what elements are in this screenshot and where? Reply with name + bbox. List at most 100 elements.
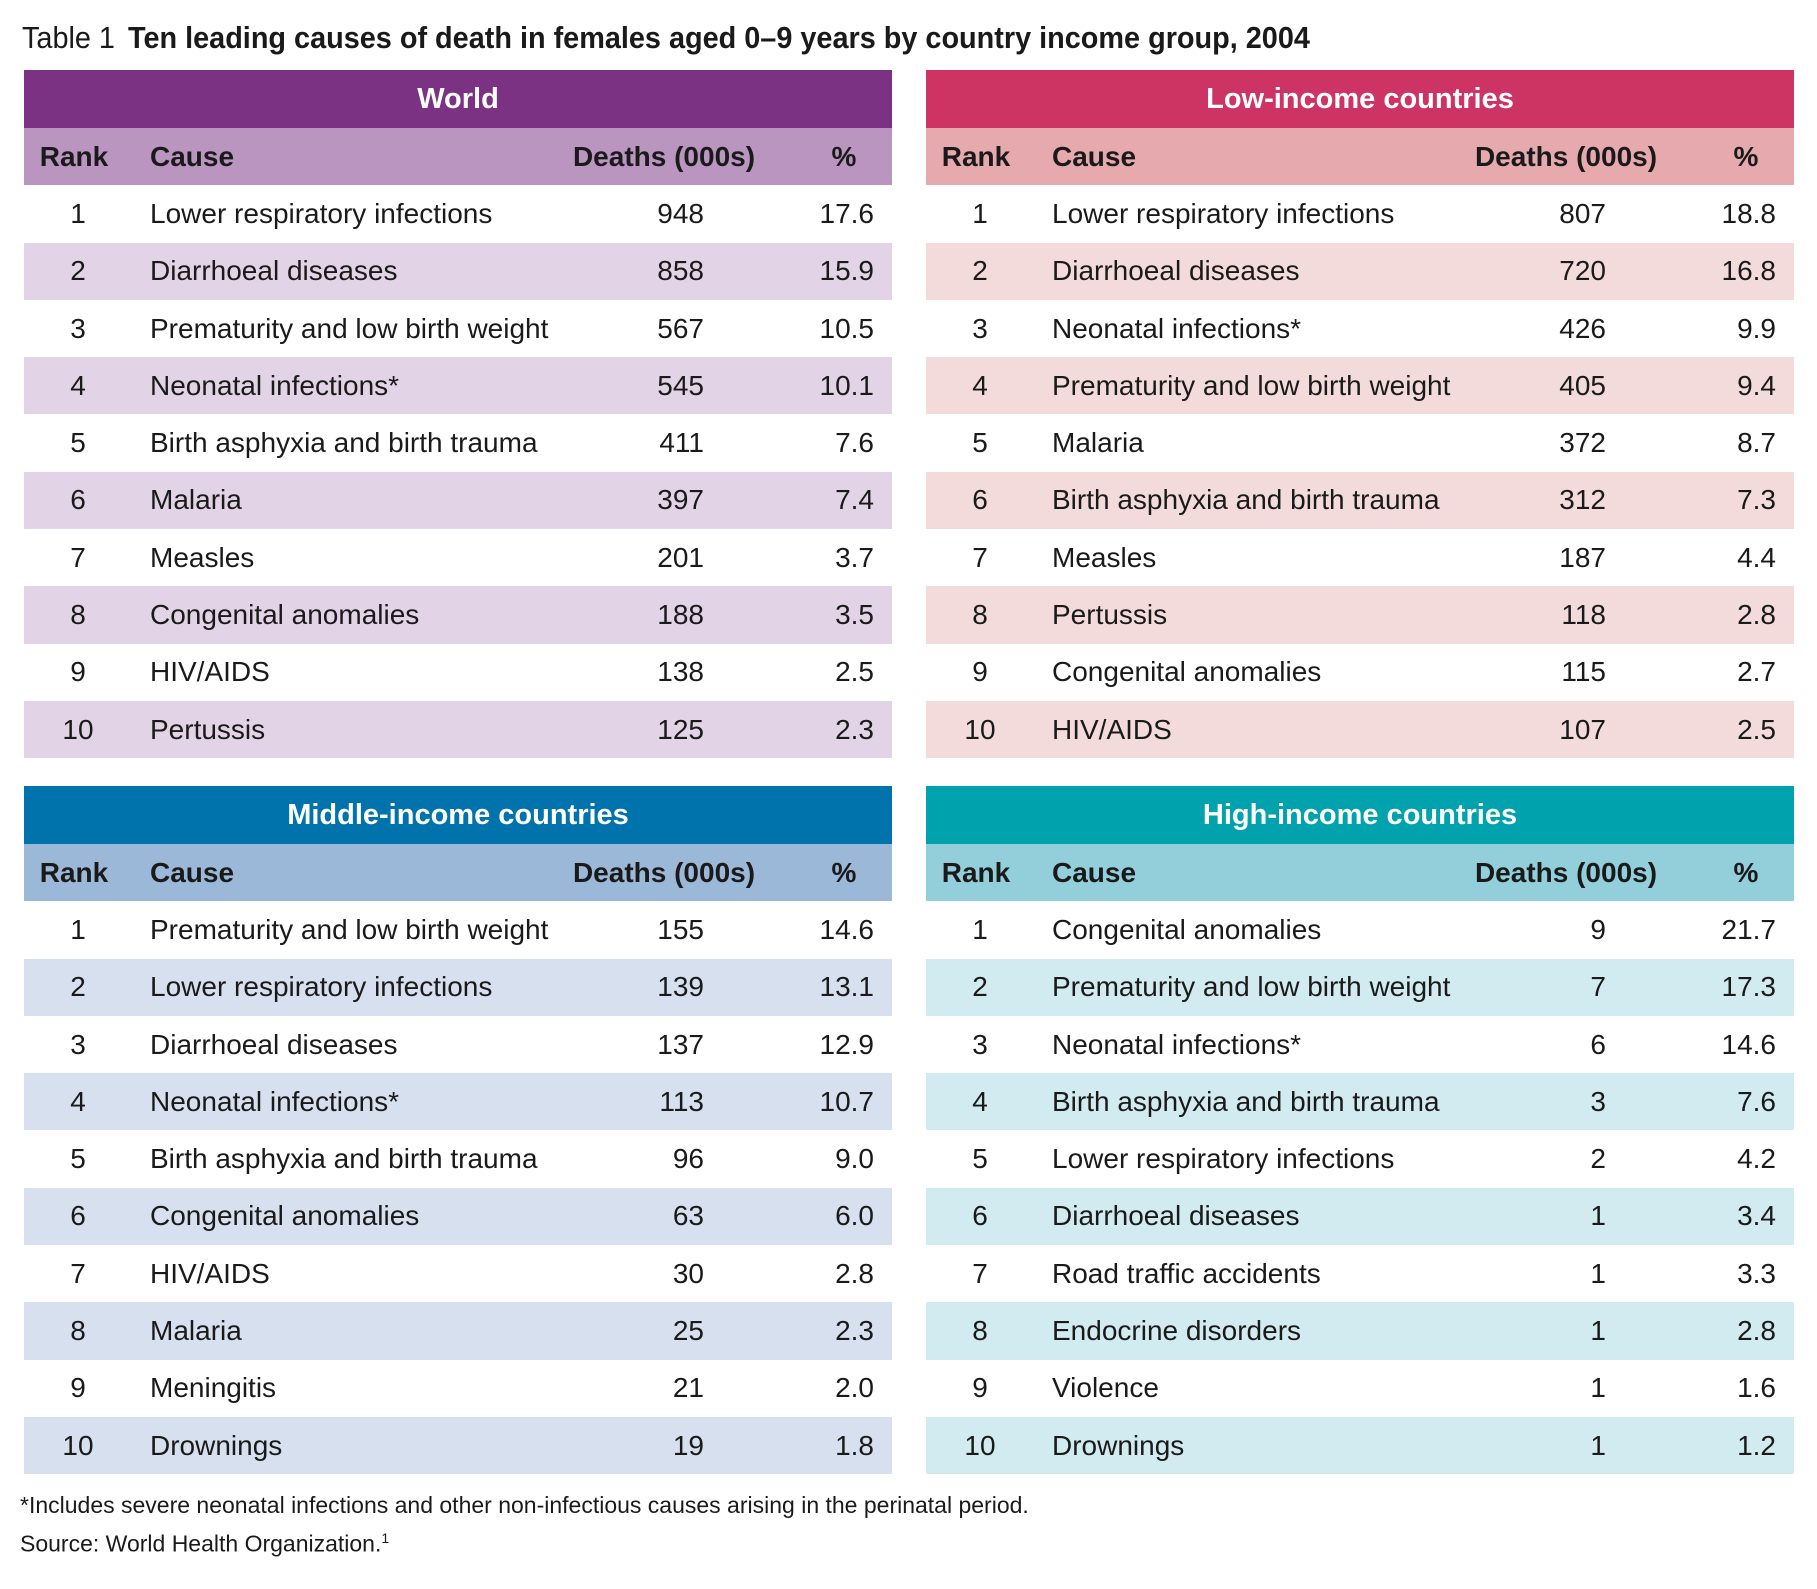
cell-cause: Neonatal infections* (150, 1085, 400, 1117)
panel-heading: Low-income countries (926, 70, 1794, 128)
table-row: 9 Congenital anomalies 115 2.7 (926, 644, 1794, 701)
cell-deaths: 188 (657, 599, 704, 631)
cell-cause: Neonatal infections* (1052, 1028, 1302, 1060)
cell-cause: Neonatal infections* (1052, 312, 1302, 344)
table-row: 4 Prematurity and low birth weight 405 9.4 (926, 357, 1794, 415)
table-row: 6 Malaria 397 7.4 (24, 471, 892, 530)
cell-pct: 7.6 (835, 427, 874, 459)
cell-rank: 9 (70, 656, 86, 688)
table-row: 5 Malaria 372 8.7 (926, 414, 1794, 471)
cell-rank: 10 (62, 713, 94, 745)
table-row: 2 Lower respiratory infections 139 13.1 (24, 958, 892, 1016)
cell-rank: 6 (972, 1200, 988, 1232)
cell-pct: 2.3 (835, 713, 874, 745)
cell-cause: Violence (1052, 1372, 1159, 1404)
cell-deaths: 948 (657, 197, 704, 229)
cell-cause: Lower respiratory infections (1052, 1143, 1395, 1175)
table-row: 5 Birth asphyxia and birth trauma 411 7.6 (24, 414, 892, 471)
table-row: 10 Pertussis 125 2.3 (24, 700, 892, 759)
cell-pct: 2.0 (835, 1372, 874, 1404)
cell-pct: 7.4 (835, 484, 874, 516)
cell-pct: 10.1 (819, 369, 875, 401)
cell-deaths: 30 (672, 1257, 704, 1289)
cell-pct: 1.6 (1737, 1372, 1776, 1404)
table-row: 7 Measles 201 3.7 (24, 529, 892, 586)
cell-cause: Prematurity and low birth weight (1052, 369, 1451, 401)
table-row: 3 Prematurity and low birth weight 567 10.5 (24, 300, 892, 357)
column-header-pct: % (1733, 140, 1759, 172)
cell-cause: Neonatal infections* (150, 369, 400, 401)
column-header-cause: Cause (150, 140, 235, 172)
cell-pct: 14.6 (819, 913, 875, 945)
table-row: 3 Neonatal infections* 6 14.6 (926, 1016, 1794, 1073)
cell-rank: 10 (62, 1429, 94, 1461)
cell-pct: 4.4 (1737, 541, 1776, 573)
cell-cause: Diarrhoeal diseases (1052, 255, 1300, 287)
cell-rank: 5 (70, 427, 86, 459)
cell-rank: 3 (972, 312, 988, 344)
table-row: 5 Birth asphyxia and birth trauma 96 9.0 (24, 1130, 892, 1187)
table-number: Table 1 (22, 20, 115, 55)
table-row: 6 Birth asphyxia and birth trauma 312 7.3 (926, 471, 1794, 530)
column-header-deaths: Deaths (000s) (1474, 140, 1658, 172)
cell-rank: 8 (70, 1315, 86, 1347)
cell-deaths: 63 (672, 1200, 704, 1232)
cell-pct: 3.4 (1737, 1200, 1776, 1232)
column-header-row: Rank Cause Deaths (000s)% (24, 128, 892, 186)
cell-cause: Pertussis (1052, 599, 1168, 631)
cell-deaths: 139 (657, 971, 704, 1003)
cell-deaths: 6 (1590, 1028, 1606, 1060)
column-header-row: Rank Cause Deaths (000s)% (926, 844, 1794, 902)
cell-pct: 17.6 (819, 197, 875, 229)
cell-rank: 2 (70, 971, 86, 1003)
table-row: 4 Birth asphyxia and birth trauma 3 7.6 (926, 1073, 1794, 1131)
cell-cause: Endocrine disorders (1052, 1315, 1302, 1347)
cell-pct: 10.5 (819, 312, 875, 344)
cell-deaths: 858 (657, 255, 704, 287)
cell-deaths: 545 (657, 369, 704, 401)
column-header-cause: Cause (1052, 856, 1137, 888)
cell-deaths: 201 (657, 541, 704, 573)
cell-cause: Lower respiratory infections (1052, 197, 1395, 229)
cell-pct: 18.8 (1721, 197, 1777, 229)
table-row: 5 Lower respiratory infections 2 4.2 (926, 1130, 1794, 1187)
table-row: 2 Prematurity and low birth weight 7 17.3 (926, 958, 1794, 1016)
cell-rank: 7 (70, 541, 86, 573)
column-header-row: Rank Cause Deaths (000s)% (926, 128, 1794, 186)
cell-pct: 3.7 (835, 541, 874, 573)
cell-deaths: 397 (657, 484, 704, 516)
table-row: 4 Neonatal infections* 113 10.7 (24, 1073, 892, 1131)
cell-rank: 6 (70, 1200, 86, 1232)
cell-deaths: 720 (1559, 255, 1606, 287)
cell-rank: 10 (964, 1429, 996, 1461)
cell-rank: 9 (972, 656, 988, 688)
column-header-pct: % (831, 856, 857, 888)
cell-cause: Malaria (150, 1315, 242, 1347)
cell-cause: Drownings (1052, 1429, 1185, 1461)
table-title-text: Ten leading causes of death in females a… (127, 20, 1310, 55)
cell-rank: 4 (972, 369, 988, 401)
cell-deaths: 1 (1590, 1200, 1606, 1232)
cell-rank: 7 (972, 1257, 988, 1289)
cell-deaths: 567 (657, 312, 704, 344)
cell-rank: 3 (70, 1028, 86, 1060)
cell-deaths: 19 (672, 1429, 704, 1461)
cell-cause: Birth asphyxia and birth trauma (150, 1143, 538, 1175)
column-header-deaths: Deaths (000s) (572, 140, 756, 172)
cell-pct: 2.8 (1737, 1315, 1776, 1347)
cell-deaths: 118 (1561, 599, 1606, 631)
cell-deaths: 405 (1559, 369, 1606, 401)
cell-rank: 6 (972, 484, 988, 516)
cell-rank: 3 (972, 1028, 988, 1060)
table-row: 10 HIV/AIDS 107 2.5 (926, 700, 1794, 759)
cell-deaths: 372 (1559, 427, 1606, 459)
panel-low: Low-income countries Rank Cause Deaths (000… (926, 70, 1794, 759)
cell-deaths: 9 (1590, 913, 1606, 945)
cell-pct: 4.2 (1737, 1143, 1776, 1175)
cell-deaths: 125 (657, 713, 704, 745)
cell-cause: HIV/AIDS (1052, 713, 1172, 745)
cell-deaths: 3 (1590, 1085, 1606, 1117)
table-row: 8 Congenital anomalies 188 3.5 (24, 586, 892, 644)
column-header-row: Rank Cause Deaths (000s)% (24, 844, 892, 902)
table-row: 8 Endocrine disorders 1 2.8 (926, 1302, 1794, 1360)
